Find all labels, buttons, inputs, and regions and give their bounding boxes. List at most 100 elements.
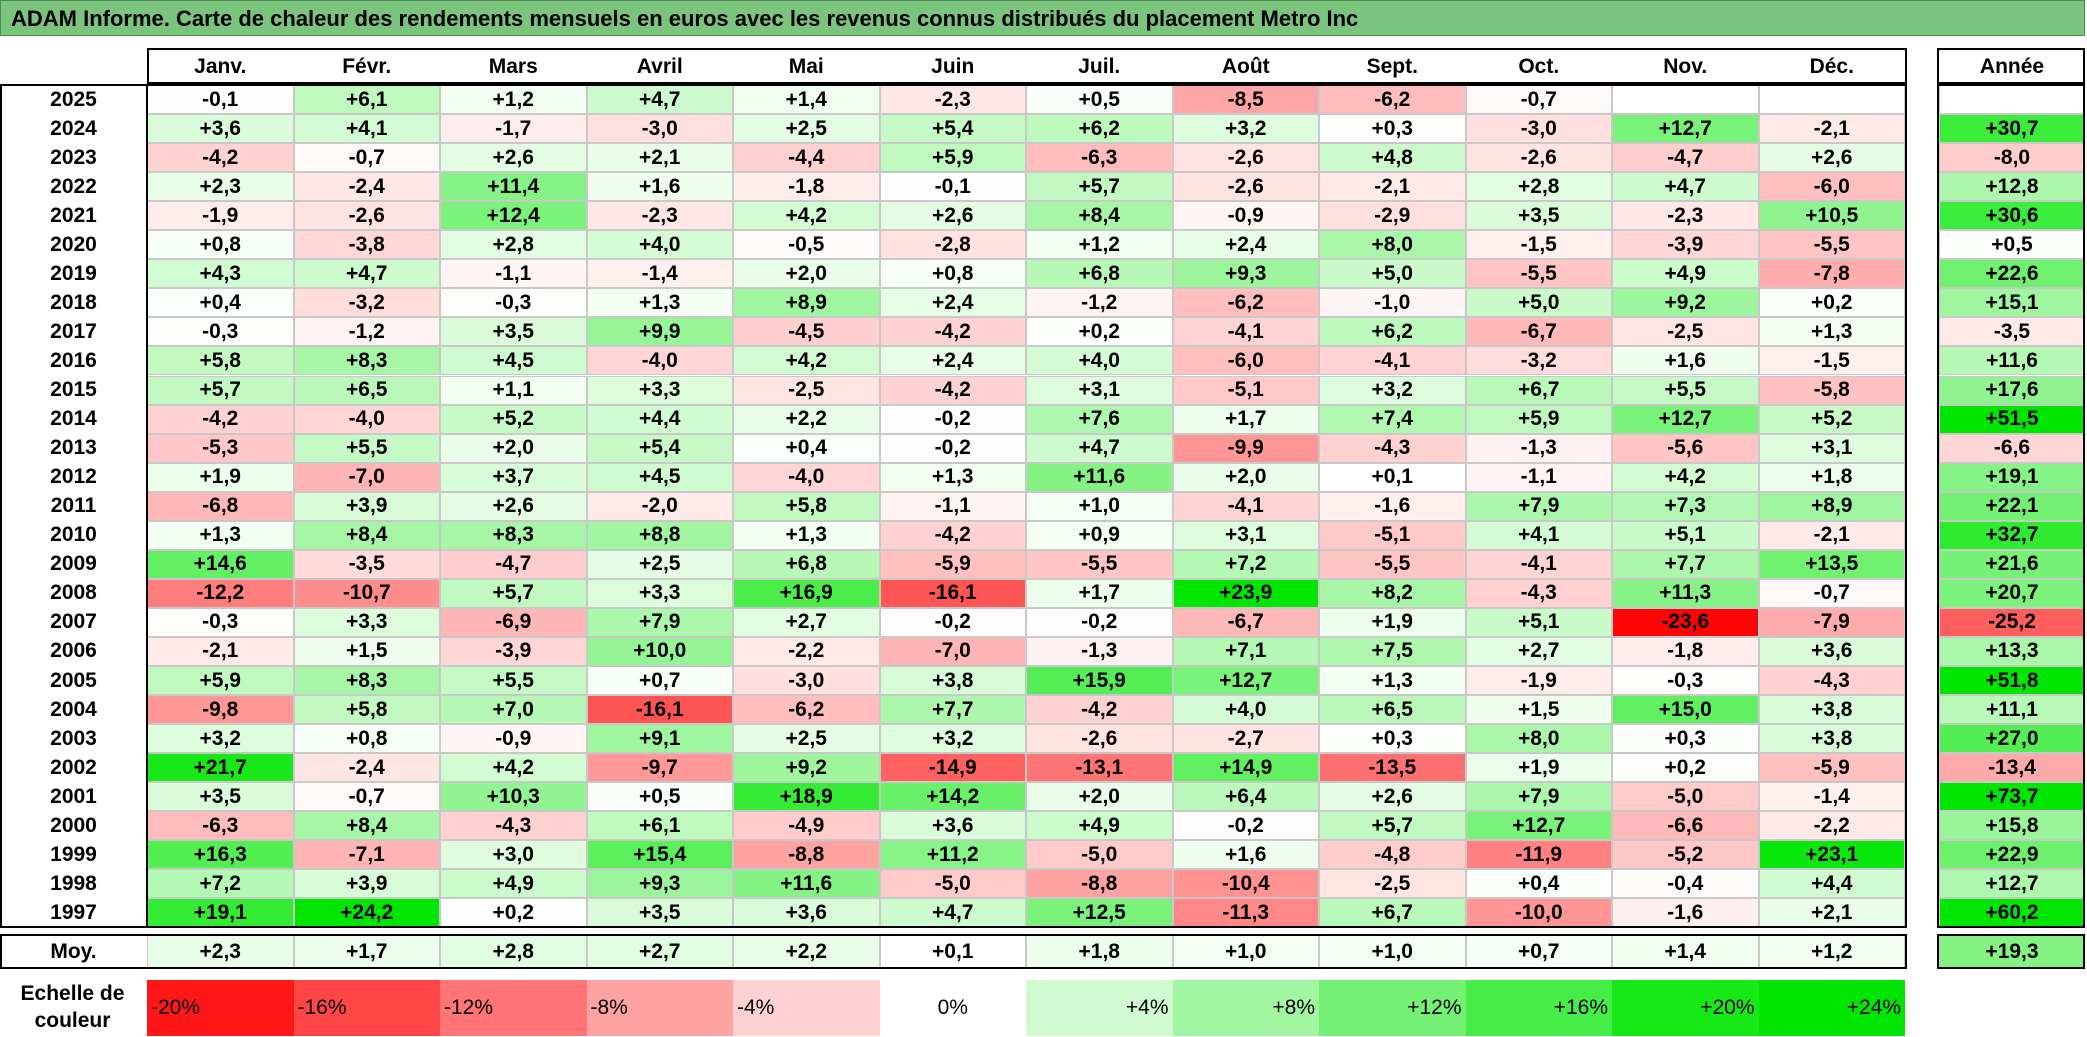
heat-cell: -4,5 — [733, 317, 880, 347]
annual-cell: +0,5 — [1939, 230, 2085, 260]
heat-cell: -2,6 — [1465, 143, 1612, 173]
heat-cell: +3,9 — [293, 491, 440, 521]
annual-cell: +11,1 — [1939, 695, 2085, 725]
heat-cell: -4,3 — [1319, 433, 1466, 463]
heat-cell: +18,9 — [733, 782, 880, 812]
heat-cell: -1,0 — [1319, 288, 1466, 318]
heat-cell: -5,1 — [1319, 520, 1466, 550]
heat-cell: -3,0 — [733, 666, 880, 696]
legend-swatch: +8% — [1172, 980, 1319, 1036]
heat-cell: +4,7 — [293, 259, 440, 289]
heat-cell: +4,5 — [440, 346, 587, 376]
heat-cell: -2,6 — [1172, 172, 1319, 202]
heat-cell: +6,2 — [1319, 317, 1466, 347]
heat-cell: +5,0 — [1319, 259, 1466, 289]
heat-cell: +8,0 — [1319, 230, 1466, 260]
heat-cell: -5,5 — [1465, 259, 1612, 289]
heat-cell: +1,9 — [147, 462, 294, 492]
heat-cell: -5,1 — [1172, 375, 1319, 405]
heat-cell: +3,5 — [586, 898, 733, 928]
heat-cell: -0,3 — [440, 288, 587, 318]
heat-cell: -6,8 — [147, 491, 294, 521]
heat-cell: +6,1 — [586, 811, 733, 841]
annual-cell: -3,5 — [1939, 317, 2085, 347]
heat-cell: -4,1 — [1319, 346, 1466, 376]
heat-cell: +0,3 — [1319, 114, 1466, 144]
heat-cell: +5,8 — [733, 491, 880, 521]
heat-cell: -8,8 — [733, 840, 880, 870]
heat-cell: -0,9 — [440, 724, 587, 754]
heat-cell: +0,2 — [1612, 753, 1759, 783]
heat-cell: +1,9 — [1465, 753, 1612, 783]
heat-cell: -1,1 — [1465, 462, 1612, 492]
legend-swatch: -4% — [733, 980, 880, 1036]
heat-cell: +9,3 — [586, 869, 733, 899]
year-label: 2018 — [50, 290, 97, 314]
heat-cell: +10,3 — [440, 782, 587, 812]
month-header: Avril — [636, 55, 683, 78]
heat-cell: -7,1 — [293, 840, 440, 870]
annual-cell: +22,9 — [1939, 840, 2085, 870]
heat-cell: -10,0 — [1465, 898, 1612, 928]
heat-cell: -2,1 — [1319, 172, 1466, 202]
average-cell: +1,7 — [293, 935, 440, 968]
annual-cell: -13,4 — [1939, 753, 2085, 783]
title-bar: ADAM Informe. Carte de chaleur des rende… — [0, 0, 2085, 36]
month-header: Déc. — [1809, 55, 1854, 78]
heat-cell: -10,7 — [293, 578, 440, 608]
heat-cell: +5,9 — [879, 143, 1026, 173]
heat-cell: +5,4 — [586, 433, 733, 463]
month-header: Févr. — [342, 55, 392, 78]
heat-cell: +1,5 — [293, 636, 440, 666]
heat-cell: -5,3 — [147, 433, 294, 463]
average-cell: +1,2 — [1758, 935, 1905, 968]
heat-cell: +3,9 — [293, 869, 440, 899]
heat-cell: +6,7 — [1319, 898, 1466, 928]
heat-cell: +21,7 — [147, 753, 294, 783]
year-label: 2005 — [50, 668, 97, 692]
heat-cell: -1,8 — [733, 172, 880, 202]
heat-cell: +2,3 — [147, 172, 294, 202]
heat-cell: +1,7 — [1026, 578, 1173, 608]
heat-cell: +6,1 — [293, 85, 440, 115]
heat-cell: +4,7 — [586, 85, 733, 115]
heat-cell: +5,5 — [1612, 375, 1759, 405]
year-label: 2003 — [50, 726, 97, 750]
heat-cell: -7,0 — [879, 636, 1026, 666]
heat-cell: +7,7 — [879, 695, 1026, 725]
annual-cell: +30,7 — [1939, 114, 2085, 144]
heat-cell: -1,4 — [586, 259, 733, 289]
heat-cell: +15,9 — [1026, 666, 1173, 696]
heat-cell: -4,2 — [879, 375, 1026, 405]
heat-cell: -4,9 — [733, 811, 880, 841]
heat-cell: +8,4 — [293, 520, 440, 550]
heat-cell: +3,2 — [879, 724, 1026, 754]
heat-cell: -5,5 — [1758, 230, 1905, 260]
heat-cell: -7,8 — [1758, 259, 1905, 289]
heat-cell: +1,6 — [1172, 840, 1319, 870]
heat-cell: +5,0 — [1465, 288, 1612, 318]
heat-cell: +10,5 — [1758, 201, 1905, 231]
heat-cell: -6,6 — [1612, 811, 1759, 841]
heat-cell: -5,9 — [879, 549, 1026, 579]
heat-cell: +6,4 — [1172, 782, 1319, 812]
year-label: 2016 — [50, 348, 97, 372]
heat-cell: +2,7 — [1465, 636, 1612, 666]
heat-cell: +0,2 — [1758, 288, 1905, 318]
year-label: 2007 — [50, 610, 97, 634]
heat-cell: +16,3 — [147, 840, 294, 870]
heat-cell: -0,7 — [293, 143, 440, 173]
heat-cell: +8,3 — [293, 666, 440, 696]
heat-cell: +15,4 — [586, 840, 733, 870]
annual-cell: +51,8 — [1939, 666, 2085, 696]
heat-cell: -0,7 — [1465, 85, 1612, 115]
heat-cell: -5,0 — [1026, 840, 1173, 870]
heat-cell: +4,1 — [293, 114, 440, 144]
heat-cell: -3,0 — [586, 114, 733, 144]
heat-cell: -5,0 — [879, 869, 1026, 899]
heat-cell: +11,6 — [733, 869, 880, 899]
legend-swatch: +12% — [1319, 980, 1466, 1036]
heat-cell: +4,9 — [1612, 259, 1759, 289]
heat-cell: +6,5 — [293, 375, 440, 405]
heat-cell: +4,3 — [147, 259, 294, 289]
